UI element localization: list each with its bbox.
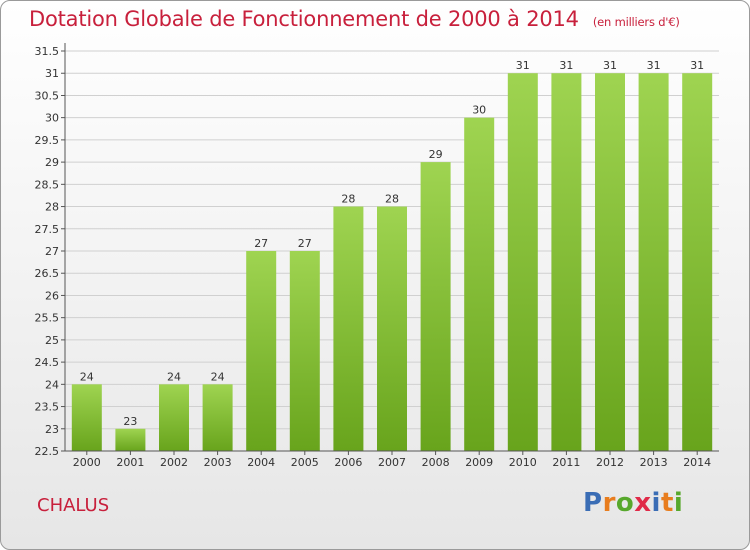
- bar: [115, 428, 146, 451]
- y-tick-label: 23.5: [35, 401, 60, 414]
- bar-value-label: 24: [80, 370, 94, 383]
- bar-value-label: 31: [603, 59, 617, 72]
- bar: [377, 206, 407, 451]
- commune-name: CHALUS: [37, 495, 110, 516]
- x-tick-label: 2011: [552, 456, 580, 469]
- title-text: Dotation Globale de Fonctionnement de 20…: [29, 7, 579, 31]
- y-tick-label: 28.5: [35, 178, 60, 191]
- y-tick-label: 26.5: [35, 267, 60, 280]
- x-tick-label: 2008: [422, 456, 450, 469]
- y-axis: 22.5 23 23.5 24 24.5 25 25.5 26 26.5 27 27.5 28 28.5…: [35, 43, 66, 458]
- y-tick-label: 31.5: [35, 45, 60, 58]
- x-axis: 2000 2001 2002 2003 2004 2005 2006 2007 2008 2009…: [65, 450, 719, 469]
- x-tick-label: 2005: [291, 456, 319, 469]
- bar-value-label: 31: [647, 59, 661, 72]
- y-tick-label: 26: [45, 289, 59, 302]
- logo-letter: t: [660, 488, 674, 518]
- bar: [464, 117, 495, 452]
- y-tick-label: 30: [45, 112, 59, 125]
- bar-value-label: 23: [123, 415, 137, 428]
- bar: [246, 251, 277, 451]
- x-tick-label: 2009: [465, 456, 493, 469]
- bar-value-label: 30: [472, 104, 486, 117]
- logo-letter: x: [634, 488, 652, 518]
- x-tick-label: 2007: [378, 456, 406, 469]
- x-tick-label: 2000: [73, 456, 101, 469]
- bar: [71, 384, 102, 451]
- bar-value-label: 28: [341, 193, 355, 206]
- y-tick-label: 22.5: [35, 445, 60, 458]
- x-tick-label: 2013: [640, 456, 668, 469]
- x-tick-label: 2004: [247, 456, 275, 469]
- bar-value-label: 24: [167, 370, 181, 383]
- y-tick-label: 28: [45, 201, 59, 214]
- bar: [202, 384, 233, 451]
- bar-value-label: 31: [559, 59, 573, 72]
- bar-value-label: 31: [516, 59, 530, 72]
- y-tick-label: 25.5: [35, 312, 60, 325]
- bar: [159, 384, 189, 451]
- y-tick-label: 23: [45, 423, 59, 436]
- y-tick-label: 27.5: [35, 223, 60, 236]
- bar: [507, 73, 538, 451]
- logo-letter: P: [583, 488, 603, 518]
- y-tick-label: 31: [45, 67, 59, 80]
- x-tick-label: 2002: [160, 456, 188, 469]
- bar-value-label: 31: [690, 59, 704, 72]
- bar: [595, 73, 625, 451]
- x-tick-label: 2014: [683, 456, 711, 469]
- logo-letter: o: [615, 488, 635, 518]
- bar: [333, 206, 364, 451]
- x-tick-label: 2010: [509, 456, 537, 469]
- y-tick-label: 27: [45, 245, 59, 258]
- chart-subtitle: (en milliers d'€): [592, 15, 680, 29]
- bar-value-label: 24: [211, 370, 225, 383]
- bar: [551, 73, 582, 451]
- bar: [420, 162, 451, 451]
- x-tick-label: 2006: [334, 456, 362, 469]
- y-tick-label: 25: [45, 334, 59, 347]
- x-tick-label: 2012: [596, 456, 624, 469]
- y-tick-label: 24: [45, 378, 59, 391]
- y-tick-label: 30.5: [35, 89, 60, 102]
- proxiti-logo: Proxiti: [583, 488, 683, 518]
- y-tick-label: 29: [45, 156, 59, 169]
- bar: [682, 73, 713, 451]
- logo-letter: r: [602, 488, 616, 518]
- logo-letter: i: [651, 488, 661, 518]
- bar: [638, 73, 669, 451]
- bar-value-label: 28: [385, 193, 399, 206]
- chart-title: Dotation Globale de Fonctionnement de 20…: [29, 7, 680, 31]
- y-tick-label: 29.5: [35, 134, 60, 147]
- bar-value-label: 29: [429, 148, 443, 161]
- x-tick-label: 2001: [116, 456, 144, 469]
- bars: 24 23 24 24 27 27 28 28 29 30 31 31 31 31 31: [71, 59, 713, 452]
- y-tick-label: 24.5: [35, 356, 60, 369]
- logo-letter: i: [673, 488, 684, 518]
- bar-value-label: 27: [254, 237, 268, 250]
- bar-value-label: 27: [298, 237, 312, 250]
- x-tick-label: 2003: [204, 456, 232, 469]
- bar: [289, 251, 320, 451]
